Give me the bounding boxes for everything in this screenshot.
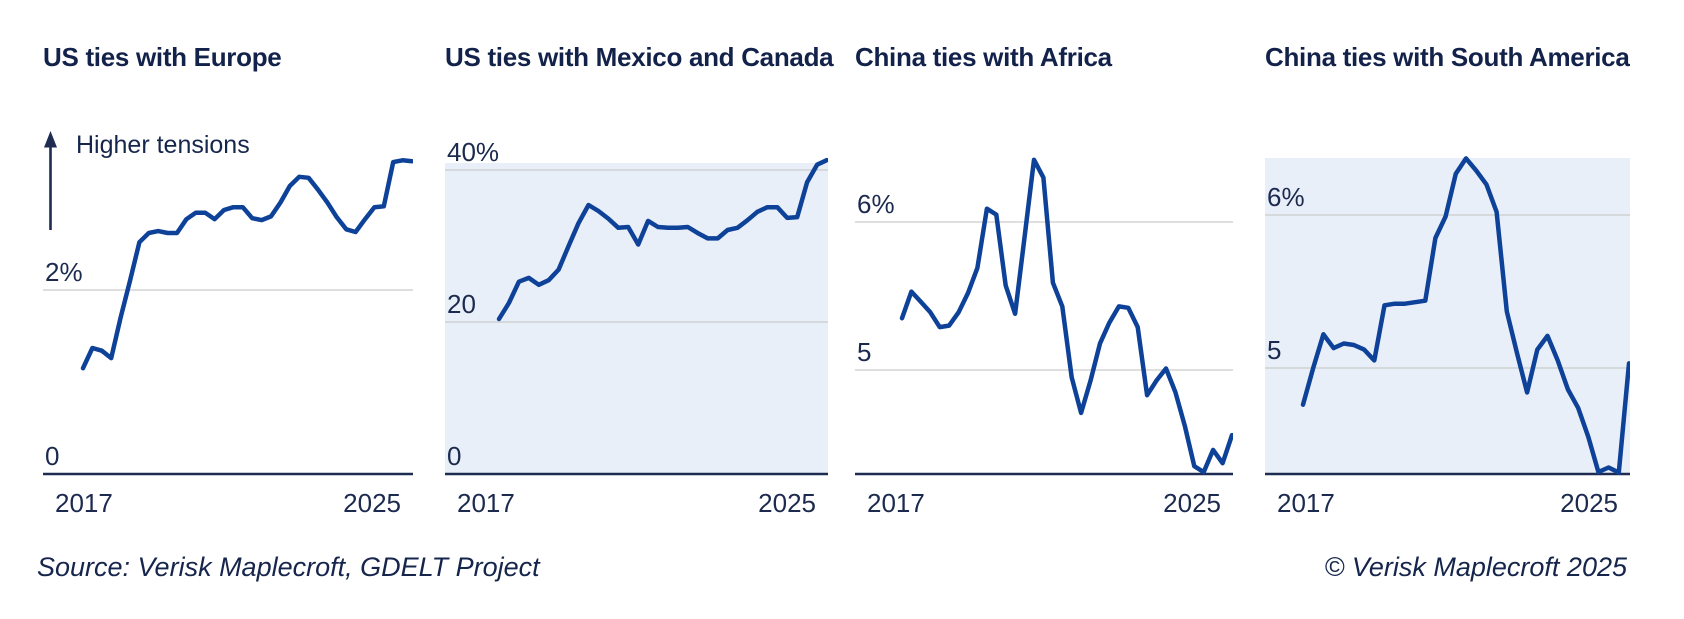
y-axis-label: 6% [1267, 182, 1305, 212]
chart-china-africa: China ties with Africa 6% 5 2017 2025 [855, 0, 1233, 619]
up-arrow-icon [44, 131, 57, 148]
x-axis-tick-start: 2017 [457, 488, 515, 518]
y-axis-label: 5 [857, 337, 872, 367]
data-line-series [80, 158, 413, 371]
x-axis-tick-start: 2017 [867, 488, 925, 518]
x-axis-tick-end: 2025 [758, 488, 816, 518]
y-axis-label: 40% [447, 137, 500, 167]
x-axis-tick-end: 2025 [1163, 488, 1221, 518]
chart-title: China ties with Africa [855, 42, 1112, 72]
chart-us-mexico-canada: US ties with Mexico and Canada 40% 20 0 201… [445, 0, 834, 619]
chart-title: US ties with Mexico and Canada [445, 42, 834, 72]
line-chart-plot [43, 131, 413, 476]
y-axis-label: 20 [447, 289, 476, 319]
chart-us-europe: US ties with Europe Higher tensions 2% 0 2… [43, 0, 413, 619]
x-axis-tick-start: 2017 [1277, 488, 1335, 518]
y-axis-baseline-label: 0 [45, 441, 60, 471]
higher-tensions-label: Higher tensions [76, 131, 250, 159]
chart-title: China ties with South America [1265, 42, 1630, 72]
y-axis-label: 5 [1267, 335, 1282, 365]
chart-china-south-america: China ties with South America 6% 5 2017 202… [1265, 0, 1630, 619]
data-line-series [1300, 156, 1630, 475]
data-line-series [899, 157, 1233, 475]
y-axis-baseline-label: 0 [447, 441, 462, 471]
x-axis-tick-end: 2025 [343, 488, 401, 518]
line-chart-plot [855, 157, 1233, 476]
data-line-series [496, 157, 828, 322]
y-axis-label: 2% [45, 257, 83, 287]
copyright-note: © Verisk Maplecroft 2025 [1324, 552, 1627, 582]
chart-title: US ties with Europe [43, 42, 282, 72]
source-note: Source: Verisk Maplecroft, GDELT Project [37, 552, 540, 582]
line-chart-plot [1265, 156, 1630, 476]
x-axis-tick-start: 2017 [55, 488, 113, 518]
shaded-panel-background [445, 163, 828, 474]
line-chart-plot [445, 157, 828, 476]
y-axis-label: 6% [857, 189, 895, 219]
x-axis-tick-end: 2025 [1560, 488, 1618, 518]
